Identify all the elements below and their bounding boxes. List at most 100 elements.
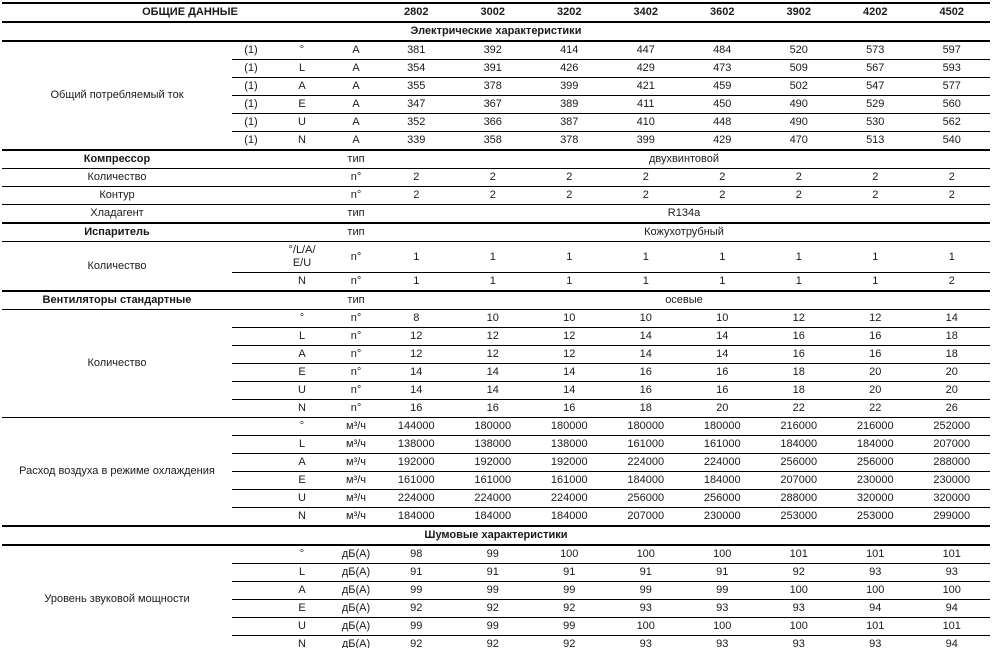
value-cell: 2	[684, 186, 761, 205]
value-cell: 207000	[607, 507, 684, 526]
footnote-cell	[232, 168, 270, 187]
footnote-cell	[232, 507, 270, 526]
mode-cell	[270, 149, 334, 169]
value-cell: 253000	[760, 507, 837, 526]
mode-cell: N	[270, 131, 334, 150]
unit-cell: дБ(А)	[334, 563, 378, 582]
value-cell: 161000	[684, 435, 761, 454]
value-cell: 562	[913, 113, 990, 132]
unit-cell: м³/ч	[334, 435, 378, 454]
value-cell: 101	[837, 544, 914, 564]
value-cell: 92	[454, 635, 531, 648]
value-cell: 459	[684, 77, 761, 96]
value-cell: 91	[684, 563, 761, 582]
value-cell: 421	[607, 77, 684, 96]
mode-cell: E	[270, 95, 334, 114]
value-cell: 12	[378, 345, 455, 364]
value-cell: 1	[607, 241, 684, 273]
value-cell: 94	[913, 599, 990, 618]
table-row: Расход воздуха в режиме охлаждения ° м³/ч 1…	[2, 417, 990, 526]
row-label: Компрессор	[2, 149, 232, 169]
unit-cell: A	[334, 131, 378, 150]
value-cell: 101	[760, 544, 837, 564]
value-cell: 184000	[378, 507, 455, 526]
unit-cell: A	[334, 77, 378, 96]
table-row: Общий потребляемый ток (1) ° A 381 392 414 447 4…	[2, 40, 990, 150]
value-cell: 411	[607, 95, 684, 114]
value-cell: 1	[607, 272, 684, 291]
model-header: 3202	[531, 2, 608, 23]
value-cell: 366	[454, 113, 531, 132]
value-cell: 99	[531, 617, 608, 636]
value-cell: 14	[684, 327, 761, 346]
value-cell: 100	[684, 544, 761, 564]
footnote-cell	[232, 435, 270, 454]
value-cell: 387	[531, 113, 608, 132]
row-label: Испаритель	[2, 222, 232, 242]
mode-cell: U	[270, 113, 334, 132]
value-cell: 399	[531, 77, 608, 96]
value-cell: 1	[760, 272, 837, 291]
table-row: Количество n° 2 2 2 2 2 2 2 2	[2, 168, 990, 187]
value-cell: 184000	[837, 435, 914, 454]
value-cell: 224000	[684, 453, 761, 472]
mode-cell: E	[270, 363, 334, 382]
value-cell: 184000	[454, 507, 531, 526]
value-cell: 14	[913, 309, 990, 328]
mode-label: L	[298, 330, 306, 342]
mode-cell: A	[270, 453, 334, 472]
value-cell: 93	[607, 635, 684, 648]
value-cell: 320000	[913, 489, 990, 508]
row-label: Количество	[2, 168, 232, 187]
unit-cell: м³/ч	[334, 507, 378, 526]
value-cell: 1	[454, 272, 531, 291]
value-cell: 2	[454, 168, 531, 187]
value-cell: 93	[684, 635, 761, 648]
value-cell: 513	[837, 131, 914, 150]
value-cell: 399	[607, 131, 684, 150]
value-cell: 339	[378, 131, 455, 150]
table-row: ОБЩИЕ ДАННЫЕ 2802 3002 3202 3402 3602 3902 4202…	[2, 2, 990, 23]
value-cell: 93	[913, 563, 990, 582]
unit-cell: n°	[334, 327, 378, 346]
value-cell: 410	[607, 113, 684, 132]
value-cell: 593	[913, 59, 990, 78]
value-cell: 447	[607, 40, 684, 60]
table-row: (1) A A 355 378 399 421 459 502 547 577	[2, 77, 990, 96]
value-cell: 18	[760, 363, 837, 382]
value-cell: 16	[454, 399, 531, 418]
value-cell: 2	[913, 168, 990, 187]
value-cell: 20	[913, 381, 990, 400]
unit-cell: A	[334, 113, 378, 132]
unit-cell: дБ(А)	[334, 617, 378, 636]
value-cell: 100	[760, 617, 837, 636]
value-cell: 560	[913, 95, 990, 114]
value-cell: 93	[837, 563, 914, 582]
value-cell: 1	[531, 241, 608, 273]
mode-label: A	[298, 456, 306, 468]
value-cell: 530	[837, 113, 914, 132]
table-row: Количество ° n° 8 10 10 10 10 12 12 14	[2, 309, 990, 418]
value-cell: 192000	[378, 453, 455, 472]
value-cell: 100	[837, 581, 914, 600]
mode-label: L	[298, 438, 306, 450]
value-cell: 216000	[837, 417, 914, 436]
value-cell: 99	[378, 581, 455, 600]
unit-cell: тип	[334, 149, 378, 169]
mode-label: N	[298, 510, 306, 522]
value-cell: 2	[378, 186, 455, 205]
value-cell: 192000	[531, 453, 608, 472]
value-cell: 1	[913, 241, 990, 273]
mode-label: L	[298, 62, 306, 74]
span-value-cell: осевые	[378, 290, 990, 310]
unit-cell: n°	[334, 309, 378, 328]
value-cell: 207000	[913, 435, 990, 454]
value-cell: 100	[913, 581, 990, 600]
unit-cell: n°	[334, 168, 378, 187]
value-cell: 573	[837, 40, 914, 60]
value-cell: 99	[454, 544, 531, 564]
value-cell: 161000	[607, 435, 684, 454]
unit-cell: A	[334, 95, 378, 114]
